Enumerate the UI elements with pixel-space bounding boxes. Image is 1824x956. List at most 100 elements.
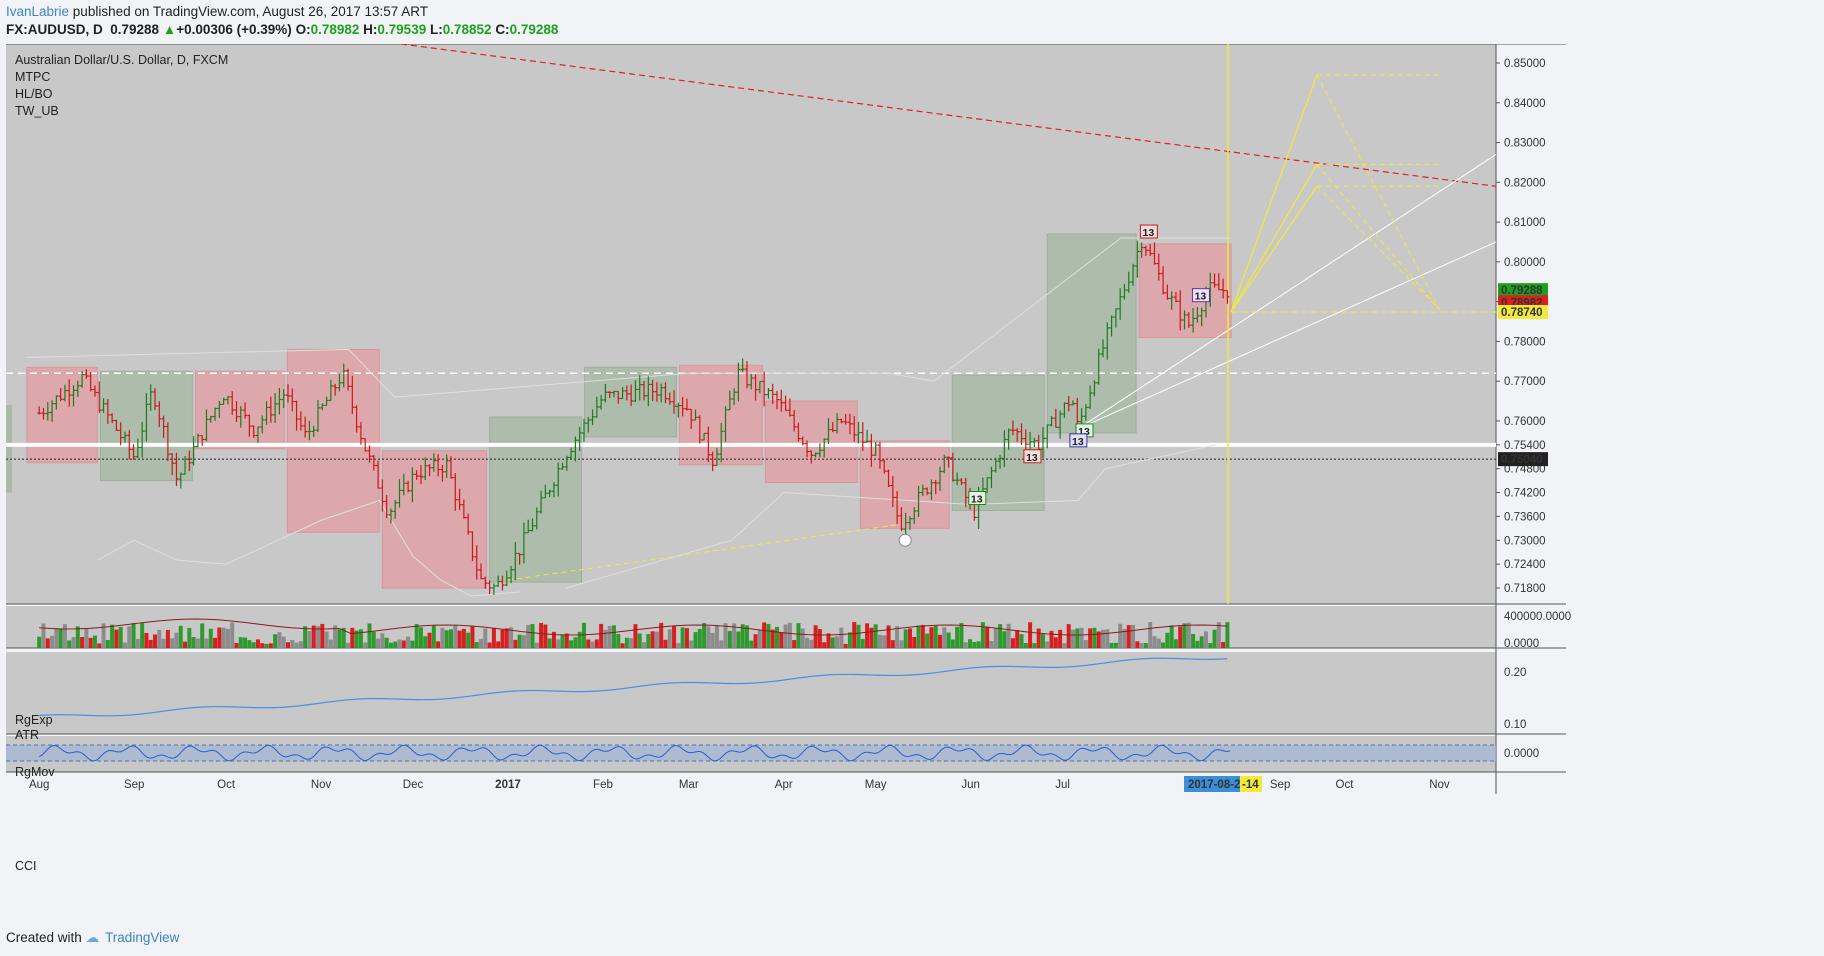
cycle-box-3 [286,348,380,533]
volume-bar [1002,631,1007,648]
volume-bar [483,628,488,648]
volume-bar [539,622,544,648]
volume-bar [101,623,106,648]
cycle-box-0 [26,366,98,464]
tradingview-link[interactable]: TradingView [105,930,180,945]
volume-bar [401,640,406,648]
volume-bar [110,624,115,648]
volume-bar [298,641,303,648]
volume-bar [963,642,968,648]
volume-bar [852,622,857,648]
volume-bar [659,622,664,648]
volume-bar [371,631,376,648]
volume-bar [599,623,604,648]
volume-bar [1015,630,1020,648]
volume-bar [1165,632,1170,648]
volume-bar [1225,622,1230,648]
volume-bar [183,641,188,648]
volume-bar [1053,637,1058,648]
yellow-dashed-support [507,523,901,581]
count-badge-label: 13 [1078,426,1090,438]
volume-bar [1186,622,1191,648]
volume-bar [509,627,514,648]
volume-bar [384,637,389,648]
volume-bar [646,634,651,648]
time-tick-label: Apr [775,779,793,791]
volume-bar [178,625,183,648]
volume-bar [277,632,282,648]
volume-bar [624,637,629,648]
volume-bar [792,640,797,648]
author-link[interactable]: IvanLabrie [6,4,70,19]
price-tick-label: 0.74200 [1504,488,1546,500]
volume-bar [376,638,381,648]
volume-bar [835,636,840,648]
envelope-line-lower [97,499,521,597]
volume-bar [877,634,882,648]
volume-bar [45,638,50,648]
symbol-label: FX:AUDUSD, D [6,22,103,37]
time-tick-label: Nov [311,779,332,791]
volume-bar [238,637,243,648]
volume-bar [414,624,419,648]
published-text: published on TradingView.com, August 26,… [69,4,429,19]
price-tag-box [1498,452,1548,467]
volume-bar [1169,625,1174,648]
volume-bar [989,641,994,648]
cycle-box-8 [764,400,858,484]
volume-bar [80,637,85,648]
volume-bar [590,641,595,648]
volume-bar [787,622,792,648]
pane-bg-0 [6,44,1496,604]
price-tick-label: 0.73600 [1504,511,1546,523]
open-label: O: [295,22,311,37]
volume-bar [513,639,518,648]
volume-bar [191,636,196,648]
price-tick-label: 0.71800 [1504,583,1546,595]
volume-bar [676,643,681,648]
volume-bar [273,634,278,648]
volume-bar [672,626,677,648]
price-tick-label: 0.84000 [1504,98,1546,110]
white-fan-line-1 [1077,154,1497,430]
red-dashed-trendline [400,43,1497,187]
volume-bar [1058,629,1063,648]
price-tag-box [1498,304,1548,319]
date-range-label: -14 [1242,779,1259,791]
volume-bar [491,627,496,648]
volume-bar [431,625,436,648]
volume-bar [260,643,265,648]
volume-bar [766,623,771,648]
volume-bar [41,623,46,648]
volume-bar [157,629,162,648]
volume-bar [1066,624,1071,648]
volume-bar [800,628,805,648]
volume-bar [204,638,209,648]
volume-bar [933,625,938,648]
volume-bar [1178,626,1183,648]
volume-bar [466,632,471,648]
volume-bar [337,629,342,648]
volume-bar [1088,628,1093,648]
volume-bar [354,630,359,648]
volume-bar [710,632,715,648]
volume-bar [775,626,780,648]
chart-area[interactable]: 13 13 13 13 13 13 0.85000 0.84000 0.83000 0.8200… [6,43,1818,920]
volume-bar [333,625,338,648]
volume-bar [127,626,132,648]
volume-bar [1122,629,1127,648]
volume-bar [62,624,67,648]
atr-line [39,618,1228,636]
volume-bar [316,626,321,648]
volume-bar [526,624,531,648]
volume-bar [311,625,316,648]
publish-header: IvanLabrie published on TradingView.com,… [6,4,428,19]
volume-bar [890,640,895,648]
volume-bar [1191,634,1196,648]
count-badge-label: 13 [1026,452,1038,464]
volume-bar [71,636,76,648]
volume-bar [556,639,561,648]
volume-bar [165,629,170,648]
volume-bar [620,643,625,648]
